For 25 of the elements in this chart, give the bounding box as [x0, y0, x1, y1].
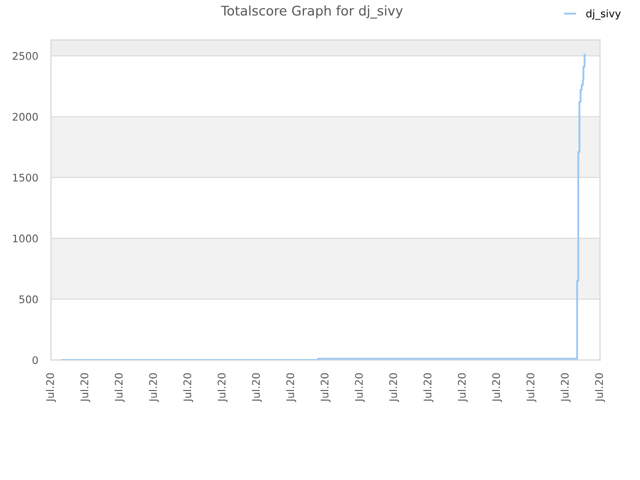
x-tick-label: Jul.20	[526, 373, 536, 402]
y-tick-label: 1500	[13, 174, 38, 182]
x-tick-label: Jul.20	[594, 373, 605, 402]
y-tick-label: 2000	[12, 112, 38, 121]
x-tick-label: Jul.20	[320, 373, 330, 402]
y-tick-label: 2500	[12, 52, 38, 60]
y-tick-label: 1000	[13, 234, 38, 242]
x-tick-label: Jul.20	[80, 373, 90, 402]
x-tick-label: Jul.20	[183, 373, 194, 402]
x-tick-label: Jul.20	[492, 373, 502, 402]
x-tick-label: Jul.20	[114, 373, 125, 402]
x-tick-label: Jul.20	[148, 373, 159, 402]
y-tick-label: 500	[19, 295, 38, 304]
x-tick-label: Jul.20	[423, 373, 434, 402]
chart-title: Totalscore Graph for dj_sivy	[220, 5, 403, 19]
x-tick-label: Jul.20	[286, 373, 296, 402]
x-tick-label: Jul.20	[46, 373, 56, 402]
x-tick-label: Jul.20	[560, 373, 571, 402]
x-tick-label: Jul.20	[354, 373, 365, 402]
x-tick-label: Jul.20	[218, 373, 228, 402]
x-tick-label: Jul.20	[252, 373, 262, 402]
x-tick-label: Jul.20	[458, 373, 468, 402]
y-tick-label: 0	[32, 356, 38, 364]
legend-label: dj_sivy	[586, 9, 621, 20]
x-tick-label: Jul.20	[389, 373, 400, 402]
